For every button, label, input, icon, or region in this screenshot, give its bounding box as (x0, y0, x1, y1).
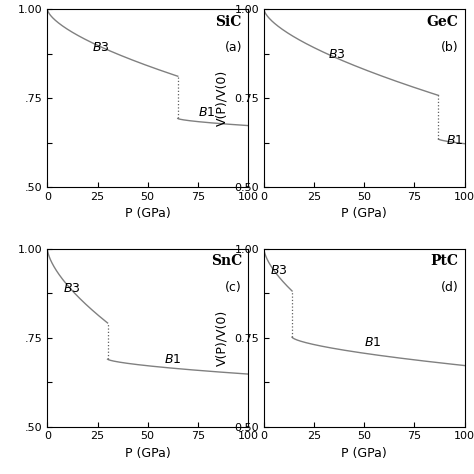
Text: $B3$: $B3$ (64, 283, 81, 295)
Text: (d): (d) (441, 281, 458, 294)
Text: $B1$: $B1$ (364, 336, 382, 349)
Y-axis label: V(P)/V(0): V(P)/V(0) (216, 310, 229, 366)
X-axis label: P (GPa): P (GPa) (341, 208, 387, 220)
Text: (c): (c) (225, 281, 242, 294)
Text: (a): (a) (224, 41, 242, 55)
Text: GeC: GeC (427, 15, 458, 29)
Text: $B1$: $B1$ (198, 106, 215, 119)
Text: SnC: SnC (210, 255, 242, 268)
Text: (b): (b) (441, 41, 458, 55)
X-axis label: P (GPa): P (GPa) (341, 447, 387, 460)
X-axis label: P (GPa): P (GPa) (125, 447, 171, 460)
Text: $B3$: $B3$ (91, 41, 109, 55)
Text: PtC: PtC (430, 255, 458, 268)
Text: $B1$: $B1$ (447, 134, 464, 146)
Text: $B3$: $B3$ (270, 264, 288, 277)
Text: $B1$: $B1$ (164, 353, 181, 366)
X-axis label: P (GPa): P (GPa) (125, 208, 171, 220)
Text: $B3$: $B3$ (328, 48, 346, 62)
Y-axis label: V(P)/V(0): V(P)/V(0) (216, 70, 229, 127)
Text: SiC: SiC (216, 15, 242, 29)
